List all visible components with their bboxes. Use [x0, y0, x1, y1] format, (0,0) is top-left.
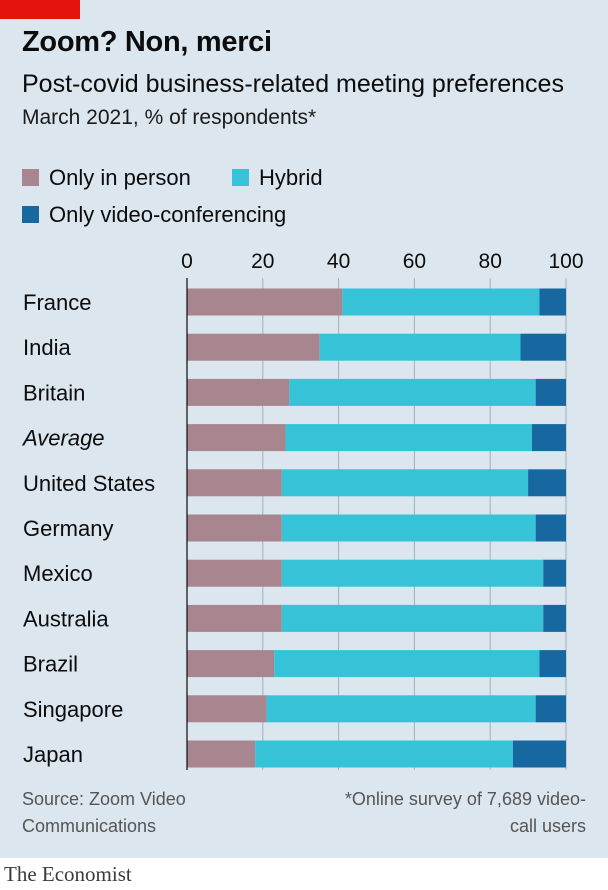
category-label-mexico: Mexico	[23, 561, 93, 586]
category-label-average: Average	[21, 426, 105, 451]
bar-india-hybrid	[319, 333, 521, 361]
bar-mexico-hybrid	[281, 559, 544, 587]
x-tick-label-60: 60	[403, 250, 426, 273]
chart-panel: Zoom? Non, merci Post-covid business-rel…	[0, 0, 608, 858]
bar-japan-only-video-conferencing	[512, 740, 566, 768]
bar-australia-only-video-conferencing	[543, 604, 566, 632]
bar-japan-hybrid	[255, 740, 513, 768]
bar-australia-only-in-person	[187, 604, 282, 632]
bar-brazil-only-in-person	[187, 650, 275, 678]
legend-label-only-video-conferencing: Only video-conferencing	[49, 202, 287, 227]
category-label-australia: Australia	[23, 606, 109, 631]
x-tick-label-40: 40	[327, 250, 350, 273]
stacked-bar-chart: 0 20 40 60 80 100 France India Britain Average Uni…	[21, 250, 584, 770]
bar-britain-only-in-person	[187, 378, 290, 406]
bar-united-states-only-video-conferencing	[528, 469, 566, 497]
category-label-india: India	[23, 335, 71, 360]
x-tick-label-80: 80	[479, 250, 502, 273]
bar-brazil-only-video-conferencing	[539, 650, 566, 678]
source-note: Source: Zoom Video Communications	[22, 789, 186, 836]
bar-france-only-video-conferencing	[539, 288, 566, 316]
category-label-japan: Japan	[23, 742, 83, 767]
legend-label-hybrid: Hybrid	[259, 165, 323, 190]
bar-singapore-hybrid	[266, 695, 536, 723]
bar-united-states-only-in-person	[187, 469, 282, 497]
legend-swatch-only-in-person	[22, 169, 39, 186]
bar-singapore-only-in-person	[187, 695, 267, 723]
category-label-singapore: Singapore	[23, 697, 123, 722]
economist-logo-text: The Economist	[4, 862, 132, 886]
legend-label-only-in-person: Only in person	[49, 165, 191, 190]
legend-swatch-only-video-conferencing	[22, 206, 39, 223]
bar-average-hybrid	[285, 424, 532, 452]
chart-subtitle: Post-covid business-related meeting pref…	[22, 70, 564, 98]
bar-britain-only-video-conferencing	[535, 378, 566, 406]
bar-mexico-only-in-person	[187, 559, 282, 587]
category-label-germany: Germany	[23, 516, 113, 541]
bar-australia-hybrid	[281, 604, 544, 632]
bar-france-hybrid	[342, 288, 540, 316]
bar-mexico-only-video-conferencing	[543, 559, 566, 587]
bar-germany-only-video-conferencing	[535, 514, 566, 542]
x-tick-label-100: 100	[548, 250, 583, 273]
bar-singapore-only-video-conferencing	[535, 695, 566, 723]
chart-title: Zoom? Non, merci	[22, 26, 272, 58]
category-label-brazil: Brazil	[23, 652, 78, 677]
x-tick-label-0: 0	[181, 250, 193, 273]
bar-france-only-in-person	[187, 288, 343, 316]
survey-footnote: *Online survey of 7,689 video-call users	[344, 789, 586, 836]
bar-average-only-in-person	[187, 424, 286, 452]
chart-unit-note: March 2021, % of respondents*	[22, 106, 317, 129]
legend-swatch-hybrid	[232, 169, 249, 186]
bar-japan-only-in-person	[187, 740, 256, 768]
bar-germany-hybrid	[281, 514, 536, 542]
category-label-france: France	[23, 290, 91, 315]
bar-germany-only-in-person	[187, 514, 282, 542]
bar-india-only-video-conferencing	[520, 333, 566, 361]
bar-average-only-video-conferencing	[531, 424, 566, 452]
bar-brazil-hybrid	[274, 650, 540, 678]
brand-red-tag	[0, 0, 80, 19]
x-tick-label-20: 20	[251, 250, 274, 273]
category-label-britain: Britain	[23, 380, 85, 405]
category-label-united-states: United States	[23, 471, 155, 496]
bar-britain-hybrid	[289, 378, 536, 406]
bar-united-states-hybrid	[281, 469, 529, 497]
bar-india-only-in-person	[187, 333, 320, 361]
